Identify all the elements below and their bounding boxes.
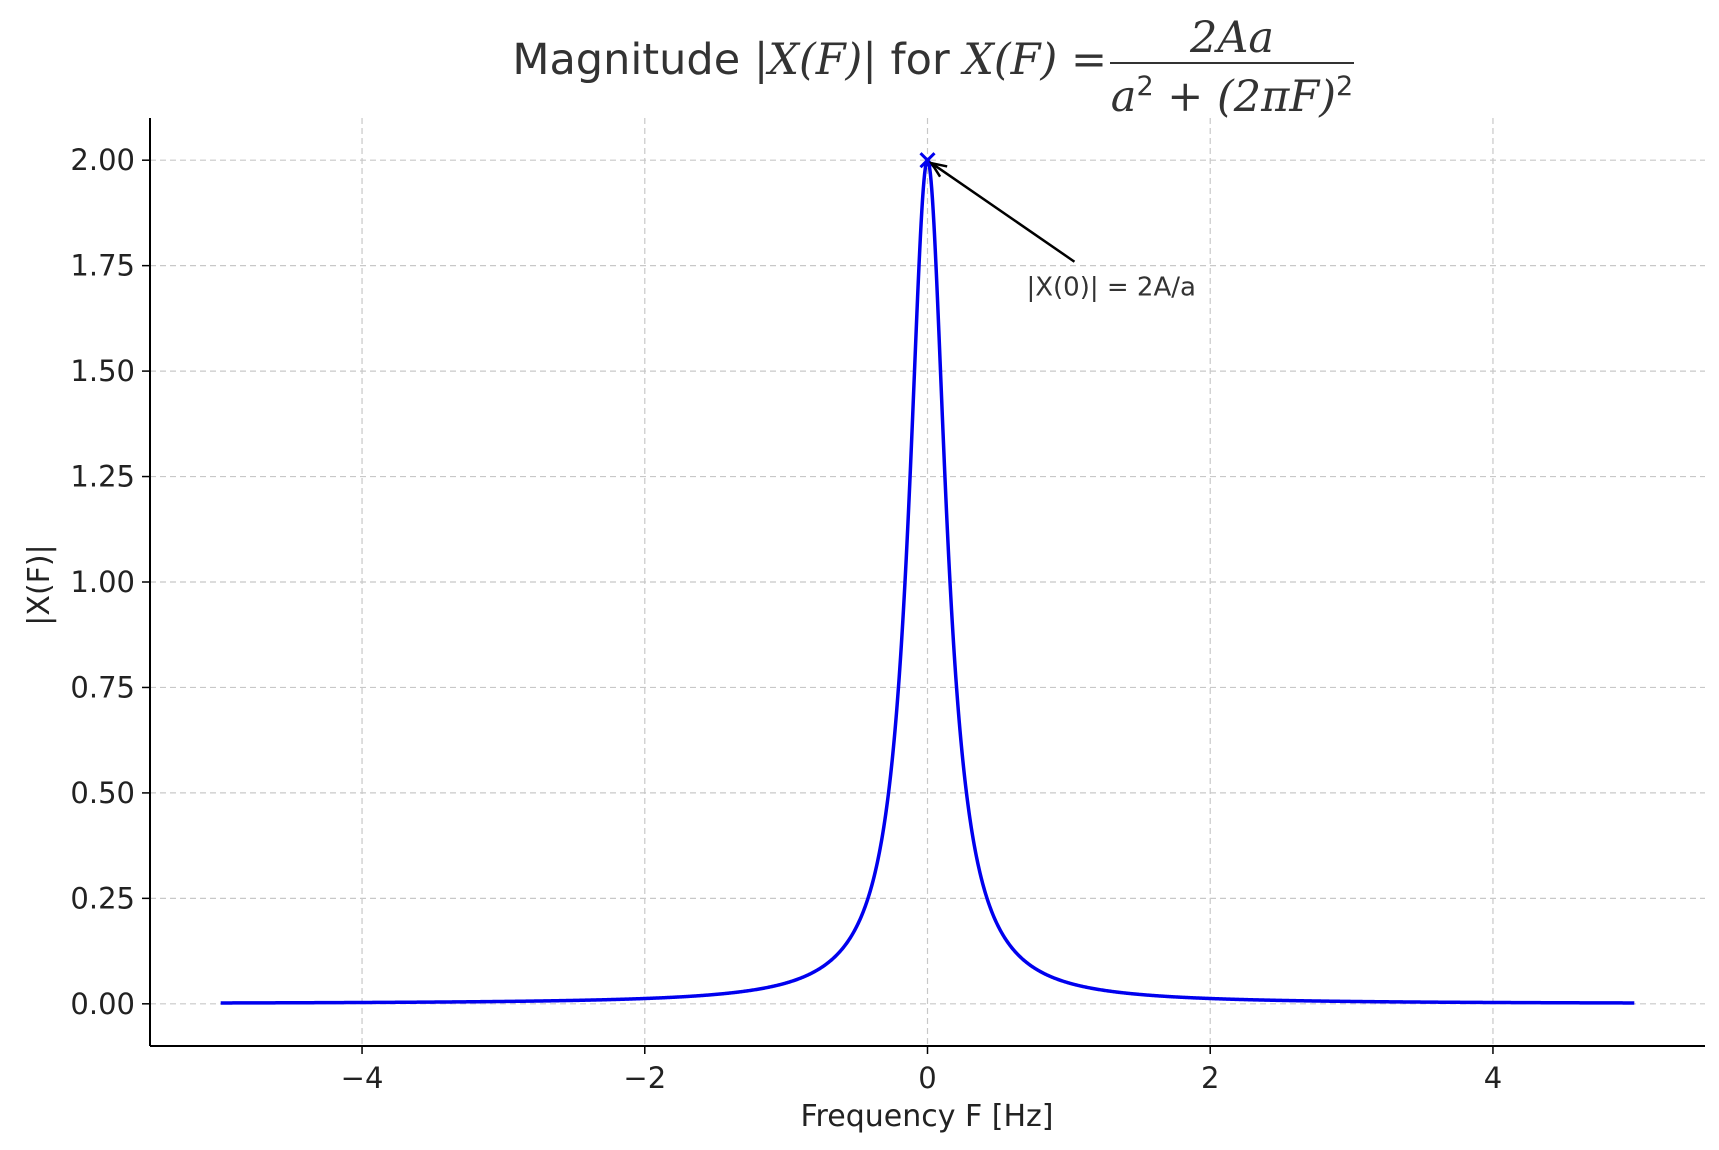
x-ticks: −4 −2 0 2 4 xyxy=(341,1046,1502,1095)
svg-text:Magnitude |X(F)| for X(F) =: Magnitude |X(F)| for X(F) = xyxy=(512,35,1107,85)
title-numerator: 2Aa xyxy=(1189,13,1274,63)
x-tick-label: 0 xyxy=(918,1061,936,1095)
y-ticks: 0.00 0.25 0.50 0.75 1.00 1.25 1.50 1.75 2.00 xyxy=(70,143,150,1021)
title-connector: for xyxy=(877,35,963,85)
annotation-label: |X(0)| = 2A/a xyxy=(1026,273,1196,303)
title-denominator-mid: + (2πF) xyxy=(1154,72,1336,122)
x-axis-label: Frequency F [Hz] xyxy=(800,1099,1053,1134)
grid-lines xyxy=(150,118,1705,1046)
y-tick-label: 0.00 xyxy=(70,987,135,1021)
x-tick-label: 4 xyxy=(1484,1061,1502,1095)
x-tick-label: 2 xyxy=(1201,1061,1219,1095)
title-denominator-sup1: 2 xyxy=(1136,71,1153,102)
y-tick-label: 0.50 xyxy=(70,776,135,810)
title-prefix: Magnitude xyxy=(512,35,753,85)
title-lhs: X(F) = xyxy=(960,35,1107,85)
title-abs-expr: |X(F)| xyxy=(754,35,877,85)
peak-marker-stroke xyxy=(919,152,936,169)
y-axis-label: |X(F)| xyxy=(22,544,57,625)
annotation: |X(0)| = 2A/a xyxy=(928,161,1196,303)
y-tick-label: 1.50 xyxy=(70,354,135,388)
annotation-arrowhead xyxy=(928,161,948,178)
y-tick-label: 0.75 xyxy=(70,670,135,704)
annotation-arrow xyxy=(930,162,1076,263)
x-tick-label: −2 xyxy=(623,1061,666,1095)
y-tick-label: 0.25 xyxy=(70,881,135,915)
y-tick-label: 2.00 xyxy=(70,143,135,177)
y-tick-label: 1.75 xyxy=(70,249,135,283)
chart-title: Magnitude |X(F)| for X(F) = 2Aa a2 + (2π… xyxy=(512,13,1354,122)
y-tick-label: 1.25 xyxy=(70,460,135,494)
y-tick-label: 1.00 xyxy=(70,565,135,599)
title-denominator-a: a xyxy=(1111,72,1137,122)
svg-text:a2 + (2πF)2: a2 + (2πF)2 xyxy=(1111,71,1353,122)
x-tick-label: −4 xyxy=(341,1061,384,1095)
title-denominator-sup2: 2 xyxy=(1336,71,1353,102)
